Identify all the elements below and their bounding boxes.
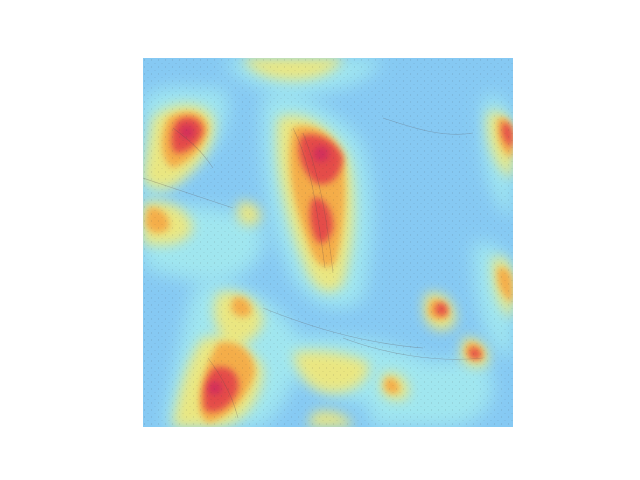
tissue-fibers <box>143 117 484 419</box>
heatmap-image <box>143 58 513 427</box>
tissue-texture <box>143 58 513 427</box>
heatmap-figure <box>143 58 513 427</box>
